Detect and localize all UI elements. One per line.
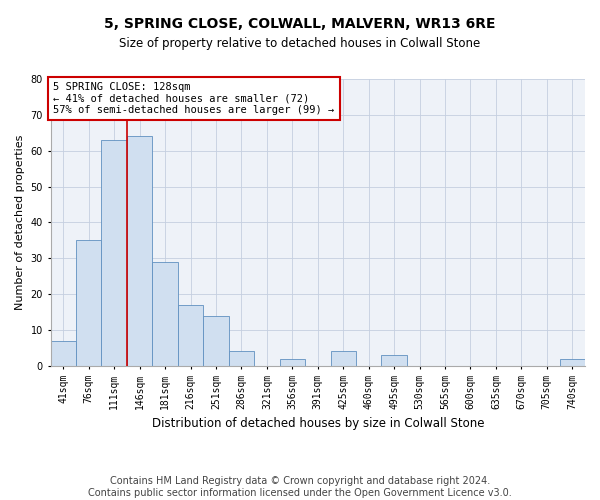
Text: Size of property relative to detached houses in Colwall Stone: Size of property relative to detached ho… <box>119 38 481 51</box>
Bar <box>382 355 407 366</box>
Text: Contains HM Land Registry data © Crown copyright and database right 2024.
Contai: Contains HM Land Registry data © Crown c… <box>88 476 512 498</box>
Bar <box>127 136 152 366</box>
Bar <box>76 240 101 366</box>
X-axis label: Distribution of detached houses by size in Colwall Stone: Distribution of detached houses by size … <box>152 417 484 430</box>
Text: 5 SPRING CLOSE: 128sqm
← 41% of detached houses are smaller (72)
57% of semi-det: 5 SPRING CLOSE: 128sqm ← 41% of detached… <box>53 82 335 115</box>
Bar <box>101 140 127 366</box>
Bar <box>560 358 585 366</box>
Y-axis label: Number of detached properties: Number of detached properties <box>15 134 25 310</box>
Bar <box>229 352 254 366</box>
Text: 5, SPRING CLOSE, COLWALL, MALVERN, WR13 6RE: 5, SPRING CLOSE, COLWALL, MALVERN, WR13 … <box>104 18 496 32</box>
Bar <box>331 352 356 366</box>
Bar <box>280 358 305 366</box>
Bar <box>203 316 229 366</box>
Bar <box>152 262 178 366</box>
Bar <box>178 305 203 366</box>
Bar <box>50 340 76 366</box>
